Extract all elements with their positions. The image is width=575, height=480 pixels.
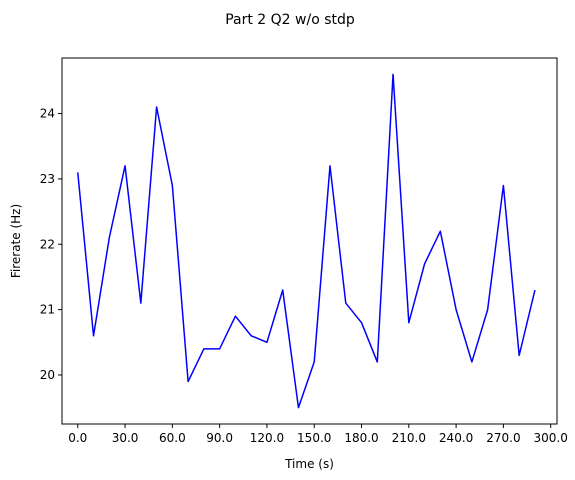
series-layer bbox=[77, 73, 536, 409]
x-tick-label: 90.0 bbox=[206, 431, 233, 445]
x-tick-label: 0.0 bbox=[68, 431, 87, 445]
y-tick-label: 24 bbox=[40, 107, 55, 121]
firerate-series-line bbox=[77, 73, 536, 409]
x-tick-label: 180.0 bbox=[344, 431, 378, 445]
y-tick-label: 23 bbox=[40, 172, 55, 186]
y-axis-label: Firerate (Hz) bbox=[9, 204, 23, 278]
x-tick-label: 270.0 bbox=[486, 431, 520, 445]
y-tick-label: 20 bbox=[40, 368, 55, 382]
x-axis-ticks: 0.0 30.0 60.0 90.0 120.0 150.0 180.0 210.0 240.0… bbox=[68, 424, 568, 445]
chart-title: Part 2 Q2 w/o stdp bbox=[225, 12, 355, 28]
x-tick-label: 150.0 bbox=[297, 431, 331, 445]
y-tick-label: 22 bbox=[40, 237, 55, 251]
x-tick-label: 120.0 bbox=[250, 431, 284, 445]
y-axis-ticks: 20 21 22 23 24 bbox=[40, 107, 62, 382]
x-tick-label: 60.0 bbox=[159, 431, 186, 445]
x-tick-label: 300.0 bbox=[534, 431, 568, 445]
x-axis-label: Time (s) bbox=[284, 457, 334, 471]
x-tick-label: 240.0 bbox=[439, 431, 473, 445]
plot-area-frame bbox=[61, 57, 558, 425]
x-tick-label: 210.0 bbox=[392, 431, 426, 445]
y-tick-label: 21 bbox=[40, 303, 55, 317]
x-tick-label: 30.0 bbox=[112, 431, 139, 445]
